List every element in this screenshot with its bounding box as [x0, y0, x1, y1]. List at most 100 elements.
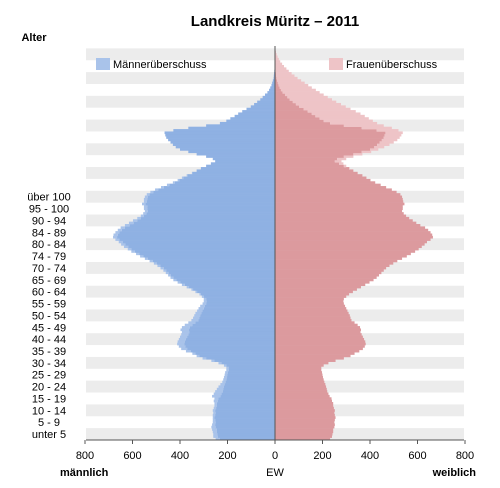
bar-male-surplus — [144, 257, 148, 260]
bar-male-surplus — [177, 342, 185, 346]
bar-male-surplus — [132, 219, 138, 222]
bar-male — [260, 98, 275, 101]
bar-male — [166, 269, 275, 272]
bar-female-surplus — [276, 74, 295, 78]
y-tick-label: 74 - 79 — [32, 251, 66, 263]
bar-female-surplus — [275, 53, 277, 56]
bar-male-surplus — [165, 271, 169, 275]
bar-male — [215, 411, 275, 415]
bar-male-surplus — [218, 385, 224, 389]
bar-female — [275, 416, 336, 419]
bar-male-surplus — [186, 285, 190, 289]
bar-male — [250, 105, 275, 109]
bar-female-surplus — [361, 150, 372, 154]
bar-male-surplus — [115, 238, 120, 241]
bar-female — [275, 133, 385, 137]
bar-male — [206, 356, 275, 360]
bar-female — [275, 250, 416, 253]
bar-male-surplus — [200, 304, 205, 308]
bar-male-surplus — [212, 413, 216, 417]
bar-female — [275, 143, 378, 146]
bar-male — [147, 207, 275, 211]
bar-male — [201, 311, 275, 315]
bar-male — [117, 235, 275, 239]
y-tick-label: 70 - 74 — [32, 263, 66, 275]
bar-male — [193, 288, 275, 291]
bar-female — [275, 233, 433, 237]
bar-female — [275, 347, 363, 351]
bar-male — [223, 387, 275, 391]
bar-male-surplus — [212, 418, 216, 422]
bar-male-surplus — [192, 352, 196, 355]
bar-male — [147, 257, 275, 260]
legend-male-label: Männerüberschuss — [113, 59, 207, 71]
bar-male — [270, 86, 275, 90]
bar-male-surplus — [143, 212, 147, 215]
bar-male-surplus — [153, 261, 157, 265]
bar-male — [189, 330, 275, 334]
bar-female — [275, 102, 296, 106]
bar-male — [206, 299, 275, 303]
bar-female — [275, 411, 335, 415]
bar-female — [275, 119, 324, 123]
bar-male-surplus — [144, 195, 148, 199]
bar-female — [275, 228, 429, 232]
bar-male — [184, 342, 275, 346]
bar-male — [206, 164, 275, 168]
bar-female — [275, 425, 335, 429]
bar-male-surplus — [131, 250, 135, 253]
bar-female-surplus — [311, 112, 361, 116]
bar-male — [119, 238, 275, 241]
bar-female — [275, 197, 403, 201]
bar-female — [275, 364, 324, 367]
bar-female — [275, 321, 355, 324]
bar-female — [275, 264, 390, 268]
bar-male — [166, 136, 275, 139]
bar-male-surplus — [140, 254, 144, 258]
bar-male-surplus — [212, 423, 216, 427]
bar-male — [267, 91, 275, 94]
bar-female — [275, 159, 335, 163]
bar-female — [275, 216, 410, 220]
bar-female — [275, 88, 281, 92]
bar-female — [275, 252, 411, 256]
bar-female — [275, 375, 323, 379]
bar-female-surplus — [319, 117, 369, 120]
bar-male — [165, 133, 275, 137]
bar-male — [170, 140, 275, 144]
bar-female-surplus — [292, 100, 337, 104]
y-tick-label: 80 - 84 — [32, 239, 66, 251]
bar-male — [152, 259, 275, 263]
bar-male — [215, 418, 275, 422]
bar-female — [275, 221, 417, 225]
bar-male — [129, 224, 275, 227]
bar-area — [113, 46, 433, 441]
bar-male — [179, 178, 275, 182]
bar-female — [275, 148, 370, 151]
bar-female — [275, 245, 422, 249]
bar-female — [275, 399, 332, 403]
bar-male-surplus — [170, 276, 174, 279]
y-tick-label: 65 - 69 — [32, 275, 66, 287]
bar-female — [275, 107, 304, 111]
bar-male — [189, 285, 275, 289]
bar-female — [275, 129, 377, 132]
bar-female — [275, 337, 365, 341]
bar-male — [183, 176, 275, 180]
bar-male — [156, 261, 275, 265]
bar-male — [214, 359, 275, 362]
bar-female — [275, 83, 279, 87]
y-tick-label: 10 - 14 — [32, 405, 66, 417]
bar-female — [275, 390, 328, 393]
bar-male — [184, 340, 275, 343]
bar-male — [242, 110, 275, 113]
bar-female — [275, 271, 382, 275]
bar-male-surplus — [218, 361, 222, 365]
bar-male-surplus — [143, 205, 148, 208]
bar-male — [212, 157, 275, 161]
bar-male — [220, 394, 275, 398]
bar-female-surplus — [276, 76, 298, 80]
bar-male — [200, 292, 275, 296]
bar-male — [195, 352, 275, 355]
bar-male — [225, 380, 275, 384]
